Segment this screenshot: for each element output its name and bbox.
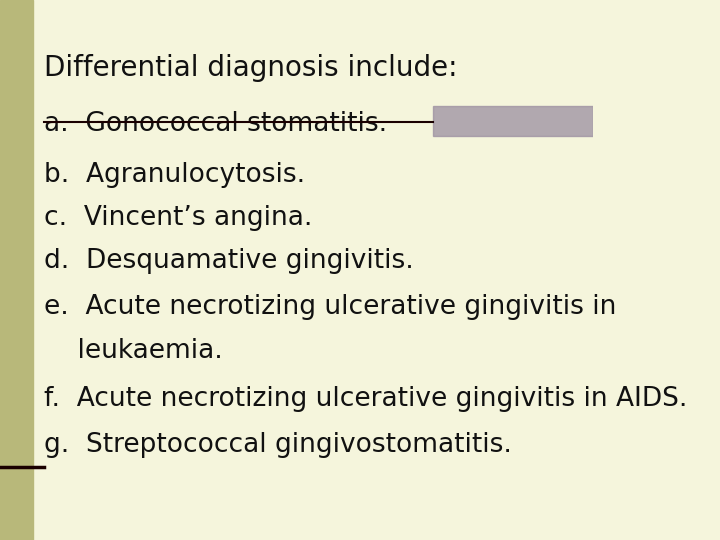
Text: b.  Agranulocytosis.: b. Agranulocytosis.	[45, 162, 305, 188]
Text: f.  Acute necrotizing ulcerative gingivitis in AIDS.: f. Acute necrotizing ulcerative gingivit…	[45, 386, 688, 412]
Text: Differential diagnosis include:: Differential diagnosis include:	[45, 54, 458, 82]
Text: e.  Acute necrotizing ulcerative gingivitis in: e. Acute necrotizing ulcerative gingivit…	[45, 294, 617, 320]
Text: c.  Vincent’s angina.: c. Vincent’s angina.	[45, 205, 312, 231]
Bar	[433, 106, 593, 136]
Text: leukaemia.: leukaemia.	[45, 338, 223, 363]
Text: d.  Desquamative gingivitis.: d. Desquamative gingivitis.	[45, 248, 414, 274]
Text: g.  Streptococcal gingivostomatitis.: g. Streptococcal gingivostomatitis.	[45, 432, 513, 458]
Text: a.  Gonococcal stomatitis.: a. Gonococcal stomatitis.	[45, 111, 387, 137]
Bar	[0, 0, 32, 540]
